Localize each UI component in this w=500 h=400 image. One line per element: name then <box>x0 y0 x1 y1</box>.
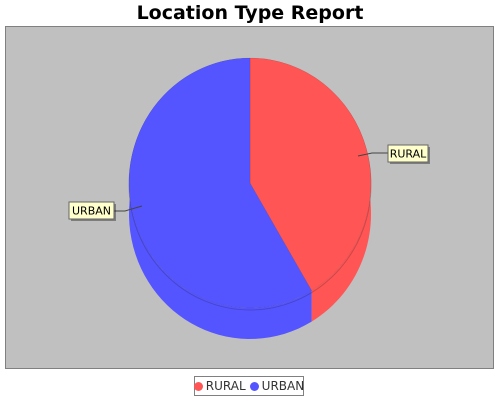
legend: RURAL URBAN <box>193 376 305 396</box>
label-connector-rural <box>357 152 388 157</box>
legend-item-rural: RURAL <box>193 379 246 393</box>
legend-swatch-urban <box>249 381 259 391</box>
label-box-rural <box>387 144 429 163</box>
slice-label-rural: RURAL <box>390 148 427 161</box>
legend-item-urban: URBAN <box>249 379 305 393</box>
pie-slice-side-urban <box>129 58 312 339</box>
pie-slice-rural <box>249 57 372 291</box>
legend-label-rural: RURAL <box>205 379 246 393</box>
legend-label-urban: URBAN <box>261 379 305 393</box>
chart-title: Location Type Report <box>136 2 364 24</box>
legend-swatch-rural <box>193 381 203 391</box>
label-connector-urban <box>114 205 143 212</box>
pie-slice-urban <box>128 57 312 309</box>
label-box-urban <box>68 201 115 220</box>
slice-label-urban: URBAN <box>72 205 111 218</box>
